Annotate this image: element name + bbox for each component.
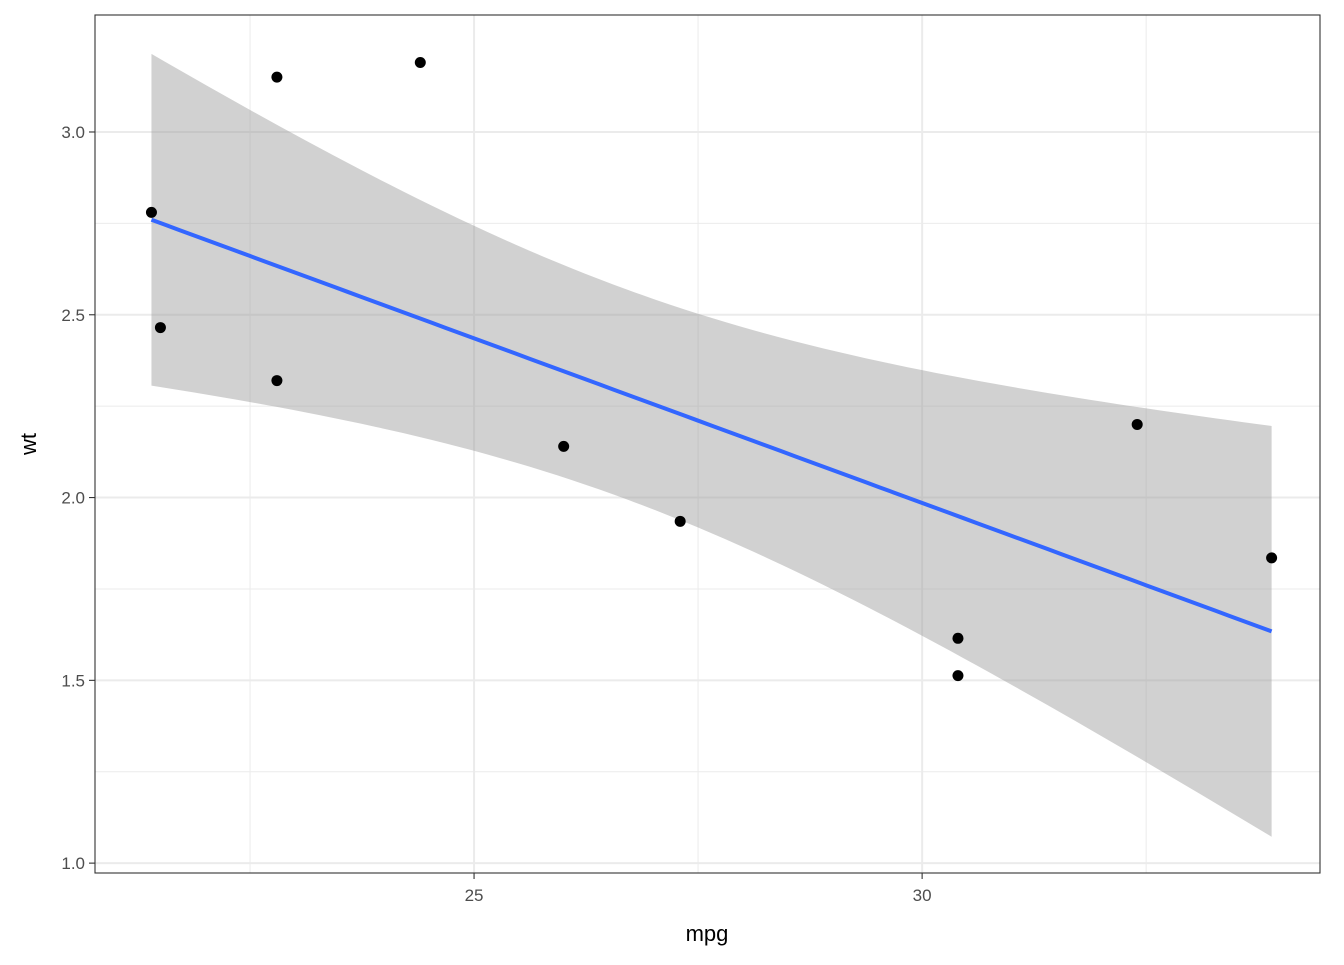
data-point [145, 206, 157, 218]
ribbon-area [151, 53, 1272, 837]
y-tick-label: 1.0 [61, 854, 85, 873]
data-point [952, 670, 964, 682]
y-axis-label: wt [16, 433, 41, 456]
points [145, 57, 1278, 682]
fit-line [150, 217, 1273, 634]
data-point [1266, 552, 1278, 564]
data-point [1131, 418, 1143, 430]
confidence-ribbon [151, 53, 1272, 837]
data-point [271, 375, 283, 387]
x-axis-label: mpg [686, 921, 729, 946]
panel-border [94, 14, 1321, 874]
data-point [674, 515, 686, 527]
regression-line [150, 217, 1273, 634]
y-tick-label: 2.5 [61, 306, 85, 325]
grid [95, 15, 1320, 873]
y-tick-label: 3.0 [61, 123, 85, 142]
data-point [271, 71, 283, 83]
axes: 25 30 1.0 1.5 2.0 2.5 3.0 [61, 123, 931, 905]
data-point [558, 440, 570, 452]
y-tick-label: 1.5 [61, 671, 85, 690]
x-tick-label: 25 [465, 886, 484, 905]
data-point [414, 57, 426, 69]
x-tick-label: 30 [913, 886, 932, 905]
data-point [154, 322, 166, 334]
data-point [952, 632, 964, 644]
y-tick-label: 2.0 [61, 489, 85, 508]
